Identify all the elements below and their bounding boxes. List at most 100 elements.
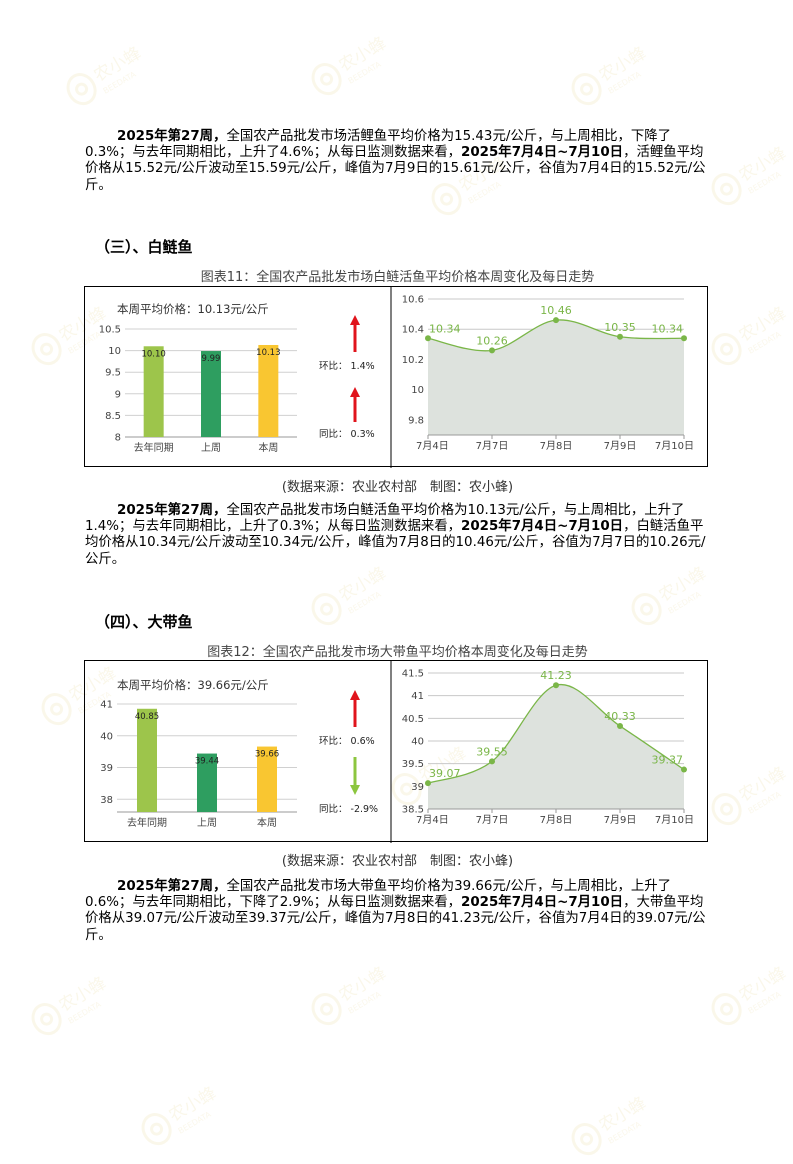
x-tick-label: 去年同期 — [134, 441, 174, 454]
bar-value-label: 9.99 — [202, 354, 221, 364]
y-tick-label: 40 — [411, 737, 424, 748]
data-point — [617, 723, 623, 730]
y-tick-label: 10.6 — [402, 295, 424, 306]
y-tick-label: 39 — [411, 782, 424, 793]
data-label: 10.34 — [652, 322, 684, 335]
bold-text: 2025年第27周， — [117, 129, 227, 144]
change-indicator-label: 同比： -2.9% — [319, 803, 378, 815]
x-tick-label: 7月8日 — [540, 440, 573, 452]
figure-11-source: (数据来源：农业农村部 制图：农小蜂) — [281, 480, 514, 495]
data-label: 40.33 — [604, 710, 636, 723]
y-tick-label: 8.5 — [105, 411, 121, 422]
x-tick-label: 7月9日 — [604, 814, 637, 826]
x-tick-label: 7月7日 — [476, 814, 509, 826]
figure-12-chart: 本周平均价格：39.66元/公斤 38 39 40 41 40.85 去年同期 39.44 上周… — [100, 661, 694, 843]
x-tick-label: 7月10日 — [655, 814, 694, 826]
body-text: 全国农产品批发市场活鲤鱼平均价格为15.43元/公斤，与上周相比，下降了0.3%… — [85, 129, 672, 161]
bar — [137, 708, 157, 812]
x-tick-label: 上周 — [197, 817, 217, 829]
y-tick-label: 40 — [100, 731, 113, 742]
figure-11-chart: 本周平均价格：10.13元/公斤 8 8.5 9 9.5 10 10.5 10.10 去年同期 9… — [99, 287, 694, 468]
bold-text: 2025年7月4日~7月10日 — [461, 519, 624, 535]
y-tick-label: 41 — [411, 691, 424, 702]
arrow-up-icon — [350, 387, 360, 397]
body-text: 全国农产品批发市场大带鱼平均价格为39.66元/公斤，与上周相比，上升了0.6%… — [85, 879, 672, 911]
body-text: ，活鲤鱼平均价格从15.52元/公斤波动至15.59元/公斤，峰值为7月9日的1… — [85, 145, 706, 193]
y-tick-label: 40.5 — [402, 714, 424, 725]
data-point — [425, 780, 431, 787]
x-tick-label: 7月4日 — [416, 814, 449, 826]
y-tick-label: 10 — [108, 346, 121, 357]
y-tick-label: 10.4 — [402, 325, 424, 336]
arrow-down-icon — [350, 785, 360, 795]
x-tick-label: 7月8日 — [540, 814, 573, 826]
data-point — [617, 333, 623, 340]
x-tick-label: 上周 — [201, 442, 221, 454]
bold-text: 2025年7月4日~7月10日 — [461, 145, 624, 161]
data-point — [489, 347, 495, 354]
y-tick-label: 41.5 — [402, 669, 424, 680]
change-indicator-label: 环比： 0.6% — [319, 735, 375, 747]
x-tick-label: 本周 — [257, 816, 277, 829]
data-label: 39.37 — [652, 754, 684, 767]
section-heading-hairtail: （四）、大带鱼 — [95, 613, 193, 631]
figure-12: 本周平均价格：39.66元/公斤 38 39 40 41 40.85 去年同期 39.44 上周… — [84, 660, 708, 843]
area-fill — [428, 684, 684, 809]
arrow-up-icon — [350, 315, 360, 325]
data-point — [425, 335, 431, 342]
data-point — [553, 682, 559, 689]
y-tick-label: 38.5 — [402, 805, 424, 816]
y-tick-label: 9.5 — [105, 368, 121, 379]
y-tick-label: 8 — [115, 433, 121, 444]
body-text: 全国农产品批发市场白鲢活鱼平均价格为10.13元/公斤，与上周相比，上升了1.4… — [85, 503, 685, 535]
x-tick-label: 本周 — [258, 441, 278, 454]
x-tick-label: 7月9日 — [604, 440, 637, 452]
bar-value-label: 10.10 — [141, 349, 165, 359]
body-text: ，白鲢活鱼平均价格从10.34元/公斤波动至10.34元/公斤，峰值为7月8日的… — [85, 519, 706, 567]
paragraph-hairtail: 2025年第27周，全国农产品批发市场大带鱼平均价格为39.66元/公斤，与上周… — [85, 879, 710, 944]
data-label: 39.07 — [429, 767, 461, 780]
change-indicator-label: 环比： 1.4% — [319, 360, 375, 372]
area-fill — [428, 319, 684, 435]
y-tick-label: 39.5 — [402, 759, 424, 770]
data-point — [681, 766, 687, 773]
y-tick-label: 9.8 — [408, 415, 424, 426]
y-tick-label: 39 — [100, 763, 113, 774]
bar-value-label: 39.66 — [255, 750, 279, 760]
figure-12-source: (数据来源：农业农村部 制图：农小蜂) — [281, 854, 514, 869]
figure-12-caption: 图表12：全国农产品批发市场大带鱼平均价格本周变化及每日走势 — [207, 645, 588, 660]
paragraph-carp: 2025年第27周，全国农产品批发市场活鲤鱼平均价格为15.43元/公斤，与上周… — [85, 129, 710, 194]
change-indicator-label: 同比： 0.3% — [319, 428, 375, 440]
data-point — [681, 335, 687, 342]
y-tick-label: 9 — [115, 389, 121, 400]
data-point — [489, 758, 495, 765]
x-tick-label: 7月10日 — [655, 440, 694, 452]
arrow-up-icon — [350, 690, 360, 700]
section-heading-silver-carp: （三）、白鲢鱼 — [95, 238, 193, 256]
figure-11-caption: 图表11：全国农产品批发市场白鲢活鱼平均价格本周变化及每日走势 — [200, 270, 595, 285]
bold-text: 2025年7月4日~7月10日 — [461, 895, 624, 911]
x-tick-label: 去年同期 — [127, 816, 167, 829]
